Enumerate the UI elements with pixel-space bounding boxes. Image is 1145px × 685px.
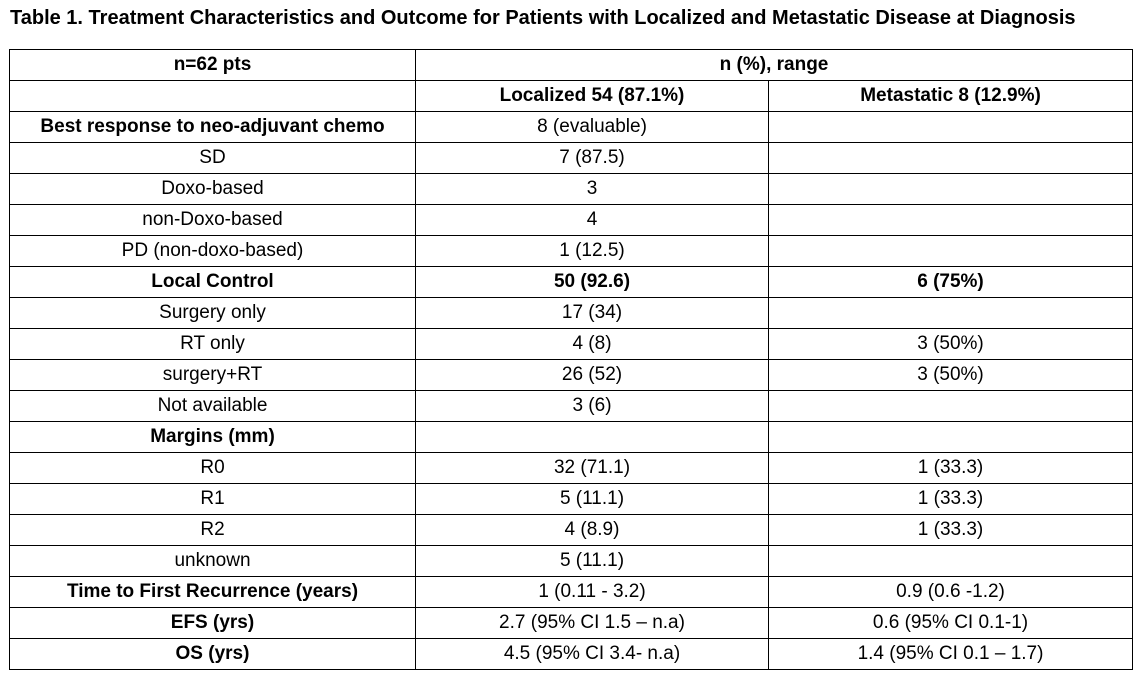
table-row: Margins (mm): [9, 421, 1134, 453]
table-row: Surgery only 17 (34): [9, 297, 1134, 329]
localized-value-cell: 8 (evaluable): [415, 111, 769, 143]
localized-value-cell: 50 (92.6): [415, 266, 769, 298]
header-row-1: n=62 pts n (%), range: [9, 49, 1134, 81]
row-label-cell: Doxo-based: [9, 173, 416, 205]
table-row: R1 5 (11.1) 1 (33.3): [9, 483, 1134, 515]
treatment-outcome-table: n=62 pts n (%), range Localized 54 (87.1…: [9, 49, 1134, 670]
localized-value-cell: 4: [415, 204, 769, 236]
row-label-cell: Not available: [9, 390, 416, 422]
metastatic-value-cell: [767, 545, 1134, 577]
metastatic-value-cell: [767, 173, 1134, 205]
metastatic-value-cell: [767, 111, 1134, 143]
row-label-cell: Best response to neo-adjuvant chemo: [9, 111, 416, 143]
table-row: Doxo-based 3: [9, 173, 1134, 205]
localized-value-cell: 5 (11.1): [415, 483, 769, 515]
table-row: RT only 4 (8) 3 (50%): [9, 328, 1134, 360]
localized-value-cell: 7 (87.5): [415, 142, 769, 174]
row-label-cell: EFS (yrs): [9, 607, 416, 639]
localized-value-cell: 26 (52): [415, 359, 769, 391]
table-row: R0 32 (71.1) 1 (33.3): [9, 452, 1134, 484]
metastatic-value-cell: [767, 142, 1134, 174]
row-label-cell: R0: [9, 452, 416, 484]
row-label-cell: R1: [9, 483, 416, 515]
localized-value-cell: 2.7 (95% CI 1.5 – n.a): [415, 607, 769, 639]
localized-value-cell: 4 (8): [415, 328, 769, 360]
table-row: Not available 3 (6): [9, 390, 1134, 422]
row-label-cell: RT only: [9, 328, 416, 360]
table-row: SD 7 (87.5): [9, 142, 1134, 174]
localized-value-cell: 1 (12.5): [415, 235, 769, 267]
metastatic-value-cell: [767, 421, 1134, 453]
localized-value-cell: 4 (8.9): [415, 514, 769, 546]
row-label-cell: unknown: [9, 545, 416, 577]
metastatic-value-cell: 3 (50%): [767, 328, 1134, 360]
row-label-cell: R2: [9, 514, 416, 546]
metastatic-value-cell: [767, 235, 1134, 267]
table-row: non-Doxo-based 4: [9, 204, 1134, 236]
localized-value-cell: 32 (71.1): [415, 452, 769, 484]
row-label-cell: Time to First Recurrence (years): [9, 576, 416, 608]
table-row: surgery+RT 26 (52) 3 (50%): [9, 359, 1134, 391]
metastatic-value-cell: 1 (33.3): [767, 483, 1134, 515]
metastatic-value-cell: [767, 204, 1134, 236]
table-row: Time to First Recurrence (years) 1 (0.11 …: [9, 576, 1134, 608]
header-row-2: Localized 54 (87.1%) Metastatic 8 (12.9%…: [9, 80, 1134, 112]
metastatic-value-cell: 0.6 (95% CI 0.1-1): [767, 607, 1134, 639]
row-label-cell: surgery+RT: [9, 359, 416, 391]
row-label-cell: Surgery only: [9, 297, 416, 329]
row-label-cell: OS (yrs): [9, 638, 416, 670]
table-body: n=62 pts n (%), range Localized 54 (87.1…: [9, 49, 1134, 670]
header-localized-cell: Localized 54 (87.1%): [415, 80, 769, 112]
header-group-cell: n (%), range: [414, 49, 1134, 81]
metastatic-value-cell: 1 (33.3): [767, 452, 1134, 484]
table-row: R2 4 (8.9) 1 (33.3): [9, 514, 1134, 546]
table-row: unknown 5 (11.1): [9, 545, 1134, 577]
table-row: PD (non-doxo-based) 1 (12.5): [9, 235, 1134, 267]
metastatic-value-cell: 1.4 (95% CI 0.1 – 1.7): [767, 638, 1134, 670]
table-row: EFS (yrs) 2.7 (95% CI 1.5 – n.a) 0.6 (95% …: [9, 607, 1134, 639]
table-row: Best response to neo-adjuvant chemo 8 (ev…: [9, 111, 1134, 143]
table-caption: Table 1. Treatment Characteristics and O…: [10, 7, 1076, 29]
localized-value-cell: 3: [415, 173, 769, 205]
metastatic-value-cell: 6 (75%): [767, 266, 1134, 298]
header-empty-cell: [9, 80, 416, 112]
localized-value-cell: 5 (11.1): [415, 545, 769, 577]
row-label-cell: PD (non-doxo-based): [9, 235, 416, 267]
row-label-cell: SD: [9, 142, 416, 174]
localized-value-cell: 17 (34): [415, 297, 769, 329]
row-label-cell: Margins (mm): [9, 421, 416, 453]
metastatic-value-cell: 3 (50%): [767, 359, 1134, 391]
localized-value-cell: 1 (0.11 - 3.2): [415, 576, 769, 608]
metastatic-value-cell: 1 (33.3): [767, 514, 1134, 546]
header-metastatic-cell: Metastatic 8 (12.9%): [767, 80, 1134, 112]
metastatic-value-cell: 0.9 (0.6 -1.2): [767, 576, 1134, 608]
metastatic-value-cell: [767, 390, 1134, 422]
metastatic-value-cell: [767, 297, 1134, 329]
table-row: Local Control 50 (92.6) 6 (75%): [9, 266, 1134, 298]
header-population-cell: n=62 pts: [9, 49, 416, 81]
localized-value-cell: 3 (6): [415, 390, 769, 422]
localized-value-cell: 4.5 (95% CI 3.4- n.a): [415, 638, 769, 670]
row-label-cell: Local Control: [9, 266, 416, 298]
table-row: OS (yrs) 4.5 (95% CI 3.4- n.a) 1.4 (95% CI…: [9, 638, 1134, 670]
localized-value-cell: [415, 421, 769, 453]
row-label-cell: non-Doxo-based: [9, 204, 416, 236]
